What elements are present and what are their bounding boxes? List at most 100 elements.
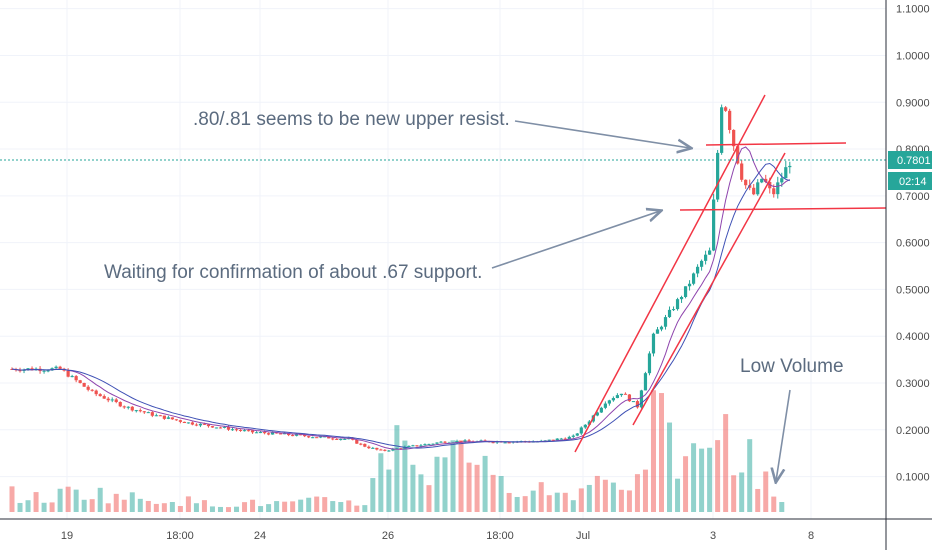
candle-body <box>503 442 507 444</box>
candle-body <box>391 448 395 451</box>
volume-bar <box>386 469 392 512</box>
volume-bar <box>105 503 111 512</box>
volume-bar <box>538 482 544 512</box>
y-tick-label: 0.4000 <box>896 331 930 343</box>
candle-body <box>619 393 624 396</box>
volume-bar <box>346 500 352 512</box>
candle-body <box>186 422 191 424</box>
candle-body <box>651 333 656 354</box>
candle-body <box>130 406 134 411</box>
candle-body <box>210 426 215 428</box>
candle-body <box>70 376 74 378</box>
candle-body <box>190 422 195 425</box>
candle-body <box>551 439 555 441</box>
volume-arrow <box>776 389 791 481</box>
candle-body <box>174 419 178 421</box>
volume-bar <box>779 502 785 512</box>
resistance-line[interactable] <box>705 142 847 146</box>
candle-body <box>507 442 511 444</box>
candle-body <box>182 421 186 424</box>
candle-body <box>559 438 563 440</box>
y-tick-label: 0.7000 <box>896 191 930 203</box>
candle-body <box>419 445 423 447</box>
volume-bar <box>362 505 368 512</box>
volume-bar <box>258 506 264 512</box>
candle-body <box>583 424 587 428</box>
volume-bar <box>338 502 344 512</box>
candle-body <box>728 110 732 130</box>
volume-bar <box>234 506 240 512</box>
candle-body <box>563 438 567 440</box>
candle-body <box>246 430 251 432</box>
candle-body <box>146 412 150 414</box>
candle-body <box>198 423 203 426</box>
volume-bar <box>298 499 304 512</box>
candle-body <box>118 402 122 407</box>
candle-body <box>712 199 716 251</box>
candle-body <box>315 437 319 439</box>
volume-bar <box>193 503 199 512</box>
volume-bar <box>242 502 248 512</box>
candle-body <box>26 368 30 370</box>
y-tick-label: 0.1000 <box>896 472 930 484</box>
candle-body <box>691 273 696 284</box>
volume-bar <box>81 499 87 512</box>
candle-body <box>748 185 752 188</box>
volume-bar <box>137 498 143 512</box>
volume-bar <box>450 440 456 512</box>
candle-body <box>587 421 591 425</box>
channel-lower-line[interactable] <box>632 152 786 426</box>
volume-bar <box>458 440 464 512</box>
volume-bar <box>546 495 552 512</box>
candle-body <box>230 429 235 431</box>
candle-body <box>455 441 459 443</box>
candle-body <box>110 399 114 401</box>
candle-body <box>655 329 660 334</box>
volume-bar <box>771 496 777 512</box>
support-line[interactable] <box>679 207 887 211</box>
volume-bar <box>418 474 424 512</box>
candle-body <box>427 443 431 445</box>
candle-body <box>339 438 343 440</box>
candle-body <box>623 393 628 395</box>
candle-body <box>411 445 415 447</box>
volume-bar <box>699 448 705 512</box>
candle-body <box>162 415 166 419</box>
volume-bar <box>634 474 640 512</box>
volume-bar <box>442 457 448 512</box>
volume-bar <box>17 502 23 512</box>
candle-body <box>54 366 58 369</box>
candle-body <box>307 436 311 438</box>
candle-body <box>579 427 583 434</box>
candle-body <box>611 398 615 401</box>
candle-body <box>170 417 174 420</box>
volume-bar <box>642 469 648 512</box>
volume-bar <box>474 464 480 512</box>
x-tick-label: 19 <box>61 530 73 542</box>
volume-bar <box>691 443 697 512</box>
y-tick-label: 0.3000 <box>896 378 930 390</box>
volume-bar <box>755 488 761 512</box>
candle-body <box>631 401 636 403</box>
volume-bar <box>185 496 191 512</box>
volume-bar <box>201 500 207 512</box>
candle-body <box>567 436 571 440</box>
candle-body <box>443 441 447 443</box>
volume-bar <box>89 499 95 512</box>
volume-bar <box>739 472 745 512</box>
candle-body <box>675 299 680 310</box>
candle-body <box>214 427 219 429</box>
volume-bar <box>426 485 432 512</box>
volume-bar <box>434 456 440 512</box>
resist-arrow <box>514 120 690 148</box>
moving-average-line <box>11 146 791 450</box>
candle-body <box>740 163 744 180</box>
candle-body <box>708 250 712 255</box>
candle-body <box>178 420 182 422</box>
volume-bar <box>113 493 119 512</box>
candle-body <box>295 434 299 436</box>
channel-upper-line[interactable] <box>574 94 766 453</box>
x-tick-label: 18:00 <box>486 530 514 542</box>
moving-average-line <box>11 162 790 449</box>
candle-body <box>94 390 98 395</box>
